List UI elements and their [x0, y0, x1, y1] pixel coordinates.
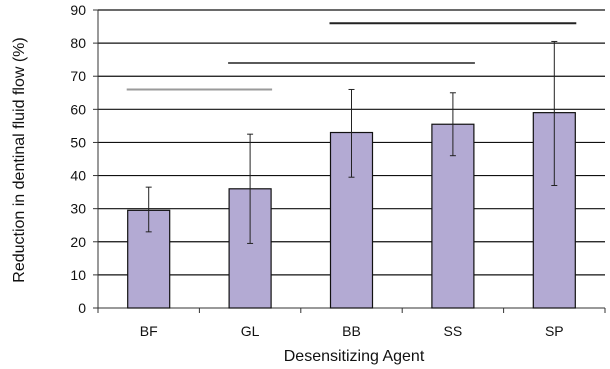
x-tick-labels: BF GL BB SS SP: [140, 323, 564, 339]
error-bars: [145, 40, 558, 244]
y-tick-label: 90: [70, 2, 86, 18]
y-tick-label: 60: [70, 101, 86, 117]
y-tick-label: 20: [70, 234, 86, 250]
x-tick-label-bb: BB: [342, 323, 361, 339]
x-axis-title: Desensitizing Agent: [284, 348, 425, 365]
y-tick-label: 0: [78, 300, 86, 316]
y-tick-label: 70: [70, 68, 86, 84]
y-tick-label: 30: [70, 201, 86, 217]
y-tick-labels: 0 10 20 30 40 50 60 70 80 90: [70, 2, 86, 316]
x-tick-label-bf: BF: [140, 323, 158, 339]
y-axis-title: Reduction in dentinal fluid flow (%): [11, 37, 28, 282]
y-tick-label: 10: [70, 267, 86, 283]
y-tick-label: 40: [70, 168, 86, 184]
x-tick-label-sp: SP: [545, 323, 564, 339]
y-tick-label: 50: [70, 134, 86, 150]
x-tick-label-gl: GL: [241, 323, 260, 339]
y-tick-label: 80: [70, 35, 86, 51]
significance-lines: [126, 22, 577, 91]
x-tick-label-ss: SS: [444, 323, 463, 339]
